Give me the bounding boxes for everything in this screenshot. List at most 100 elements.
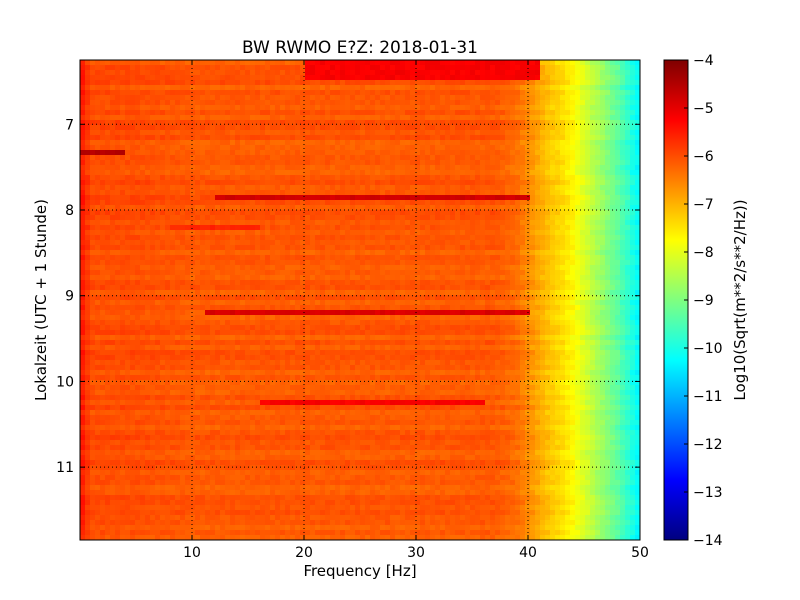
heatmap-cell: [390, 85, 396, 91]
heatmap-cell: [135, 190, 141, 196]
heatmap-cell: [545, 105, 551, 111]
heatmap-cell: [190, 215, 196, 221]
heatmap-cell: [350, 100, 356, 106]
heatmap-cell: [220, 130, 226, 136]
heatmap-cell: [545, 140, 551, 146]
heatmap-cell: [630, 255, 636, 261]
heatmap-cell: [375, 195, 381, 201]
heatmap-cell: [220, 170, 226, 176]
heatmap-cell: [120, 200, 126, 206]
heatmap-cell: [510, 235, 516, 241]
heatmap-cell: [90, 220, 96, 226]
heatmap-cell: [155, 115, 161, 121]
heatmap-cell: [280, 200, 286, 206]
heatmap-cell: [300, 280, 306, 286]
heatmap-cell: [445, 155, 451, 161]
heatmap-cell: [420, 195, 426, 201]
heatmap-cell: [130, 70, 136, 76]
heatmap-cell: [200, 220, 206, 226]
heatmap-cell: [535, 180, 541, 186]
heatmap-cell: [620, 120, 626, 126]
heatmap-cell: [450, 260, 456, 266]
heatmap-cell: [355, 160, 361, 166]
heatmap-cell: [515, 245, 521, 251]
heatmap-cell: [275, 205, 281, 211]
heatmap-cell: [230, 130, 236, 136]
heatmap-cell: [90, 230, 96, 236]
heatmap-cell: [400, 240, 406, 246]
heatmap-cell: [590, 120, 596, 126]
heatmap-cell: [495, 130, 501, 136]
heatmap-cell: [305, 225, 311, 231]
heatmap-cell: [260, 115, 266, 121]
heatmap-cell: [580, 140, 586, 146]
heatmap-cell: [130, 80, 136, 86]
heatmap-cell: [385, 80, 391, 86]
heatmap-cell: [115, 170, 121, 176]
heatmap-cell: [225, 90, 231, 96]
heatmap-cell: [375, 230, 381, 236]
heatmap-cell: [455, 190, 461, 196]
heatmap-cell: [150, 220, 156, 226]
heatmap-cell: [290, 150, 296, 156]
heatmap-cell: [570, 200, 576, 206]
heatmap-cell: [570, 215, 576, 221]
heatmap-cell: [80, 175, 86, 181]
heatmap-cell: [595, 245, 601, 251]
heatmap-cell: [330, 230, 336, 236]
heatmap-cell: [600, 165, 606, 171]
heatmap-cell: [475, 125, 481, 131]
heatmap-cell: [425, 195, 431, 201]
heatmap-cell: [420, 200, 426, 206]
heatmap-cell: [515, 180, 521, 186]
heatmap-cell: [390, 145, 396, 151]
heatmap-cell: [90, 195, 96, 201]
heatmap-cell: [80, 110, 86, 116]
heatmap-cell: [405, 230, 411, 236]
heatmap-cell: [510, 165, 516, 171]
heatmap-cell: [90, 130, 96, 136]
heatmap-cell: [575, 125, 581, 131]
heatmap-cell: [330, 195, 336, 201]
heatmap-cell: [280, 185, 286, 191]
heatmap-cell: [525, 165, 531, 171]
heatmap-cell: [520, 235, 526, 241]
heatmap-cell: [530, 170, 536, 176]
heatmap-cell: [585, 120, 591, 126]
heatmap-cell: [460, 180, 466, 186]
heatmap-cell: [565, 245, 571, 251]
heatmap-cell: [530, 70, 536, 76]
heatmap-cell: [450, 115, 456, 121]
heatmap-cell: [230, 150, 236, 156]
heatmap-cell: [460, 100, 466, 106]
heatmap-cell: [285, 120, 291, 126]
heatmap-cell: [380, 190, 386, 196]
heatmap-cell: [90, 210, 96, 216]
heatmap-cell: [365, 95, 371, 101]
heatmap-cell: [215, 270, 221, 276]
heatmap-cell: [150, 265, 156, 271]
heatmap-cell: [140, 200, 146, 206]
heatmap-cell: [595, 95, 601, 101]
heatmap-cell: [515, 235, 521, 241]
heatmap-cell: [230, 170, 236, 176]
heatmap-cell: [540, 170, 546, 176]
heatmap-cell: [290, 165, 296, 171]
heatmap-cell: [460, 75, 466, 81]
heatmap-cell: [280, 165, 286, 171]
heatmap-cell: [605, 240, 611, 246]
heatmap-cell: [345, 270, 351, 276]
heatmap-cell: [330, 240, 336, 246]
heatmap-cell: [185, 250, 191, 256]
heatmap-cell: [470, 260, 476, 266]
heatmap-cell: [555, 275, 561, 281]
heatmap-cell: [635, 90, 640, 96]
heatmap-cell: [180, 160, 186, 166]
heatmap-cell: [550, 150, 556, 156]
heatmap-cell: [480, 165, 486, 171]
heatmap-cell: [160, 115, 166, 121]
heatmap-cell: [470, 120, 476, 126]
heatmap-cell: [380, 70, 386, 76]
heatmap-cell: [360, 280, 366, 286]
heatmap-cell: [240, 145, 246, 151]
